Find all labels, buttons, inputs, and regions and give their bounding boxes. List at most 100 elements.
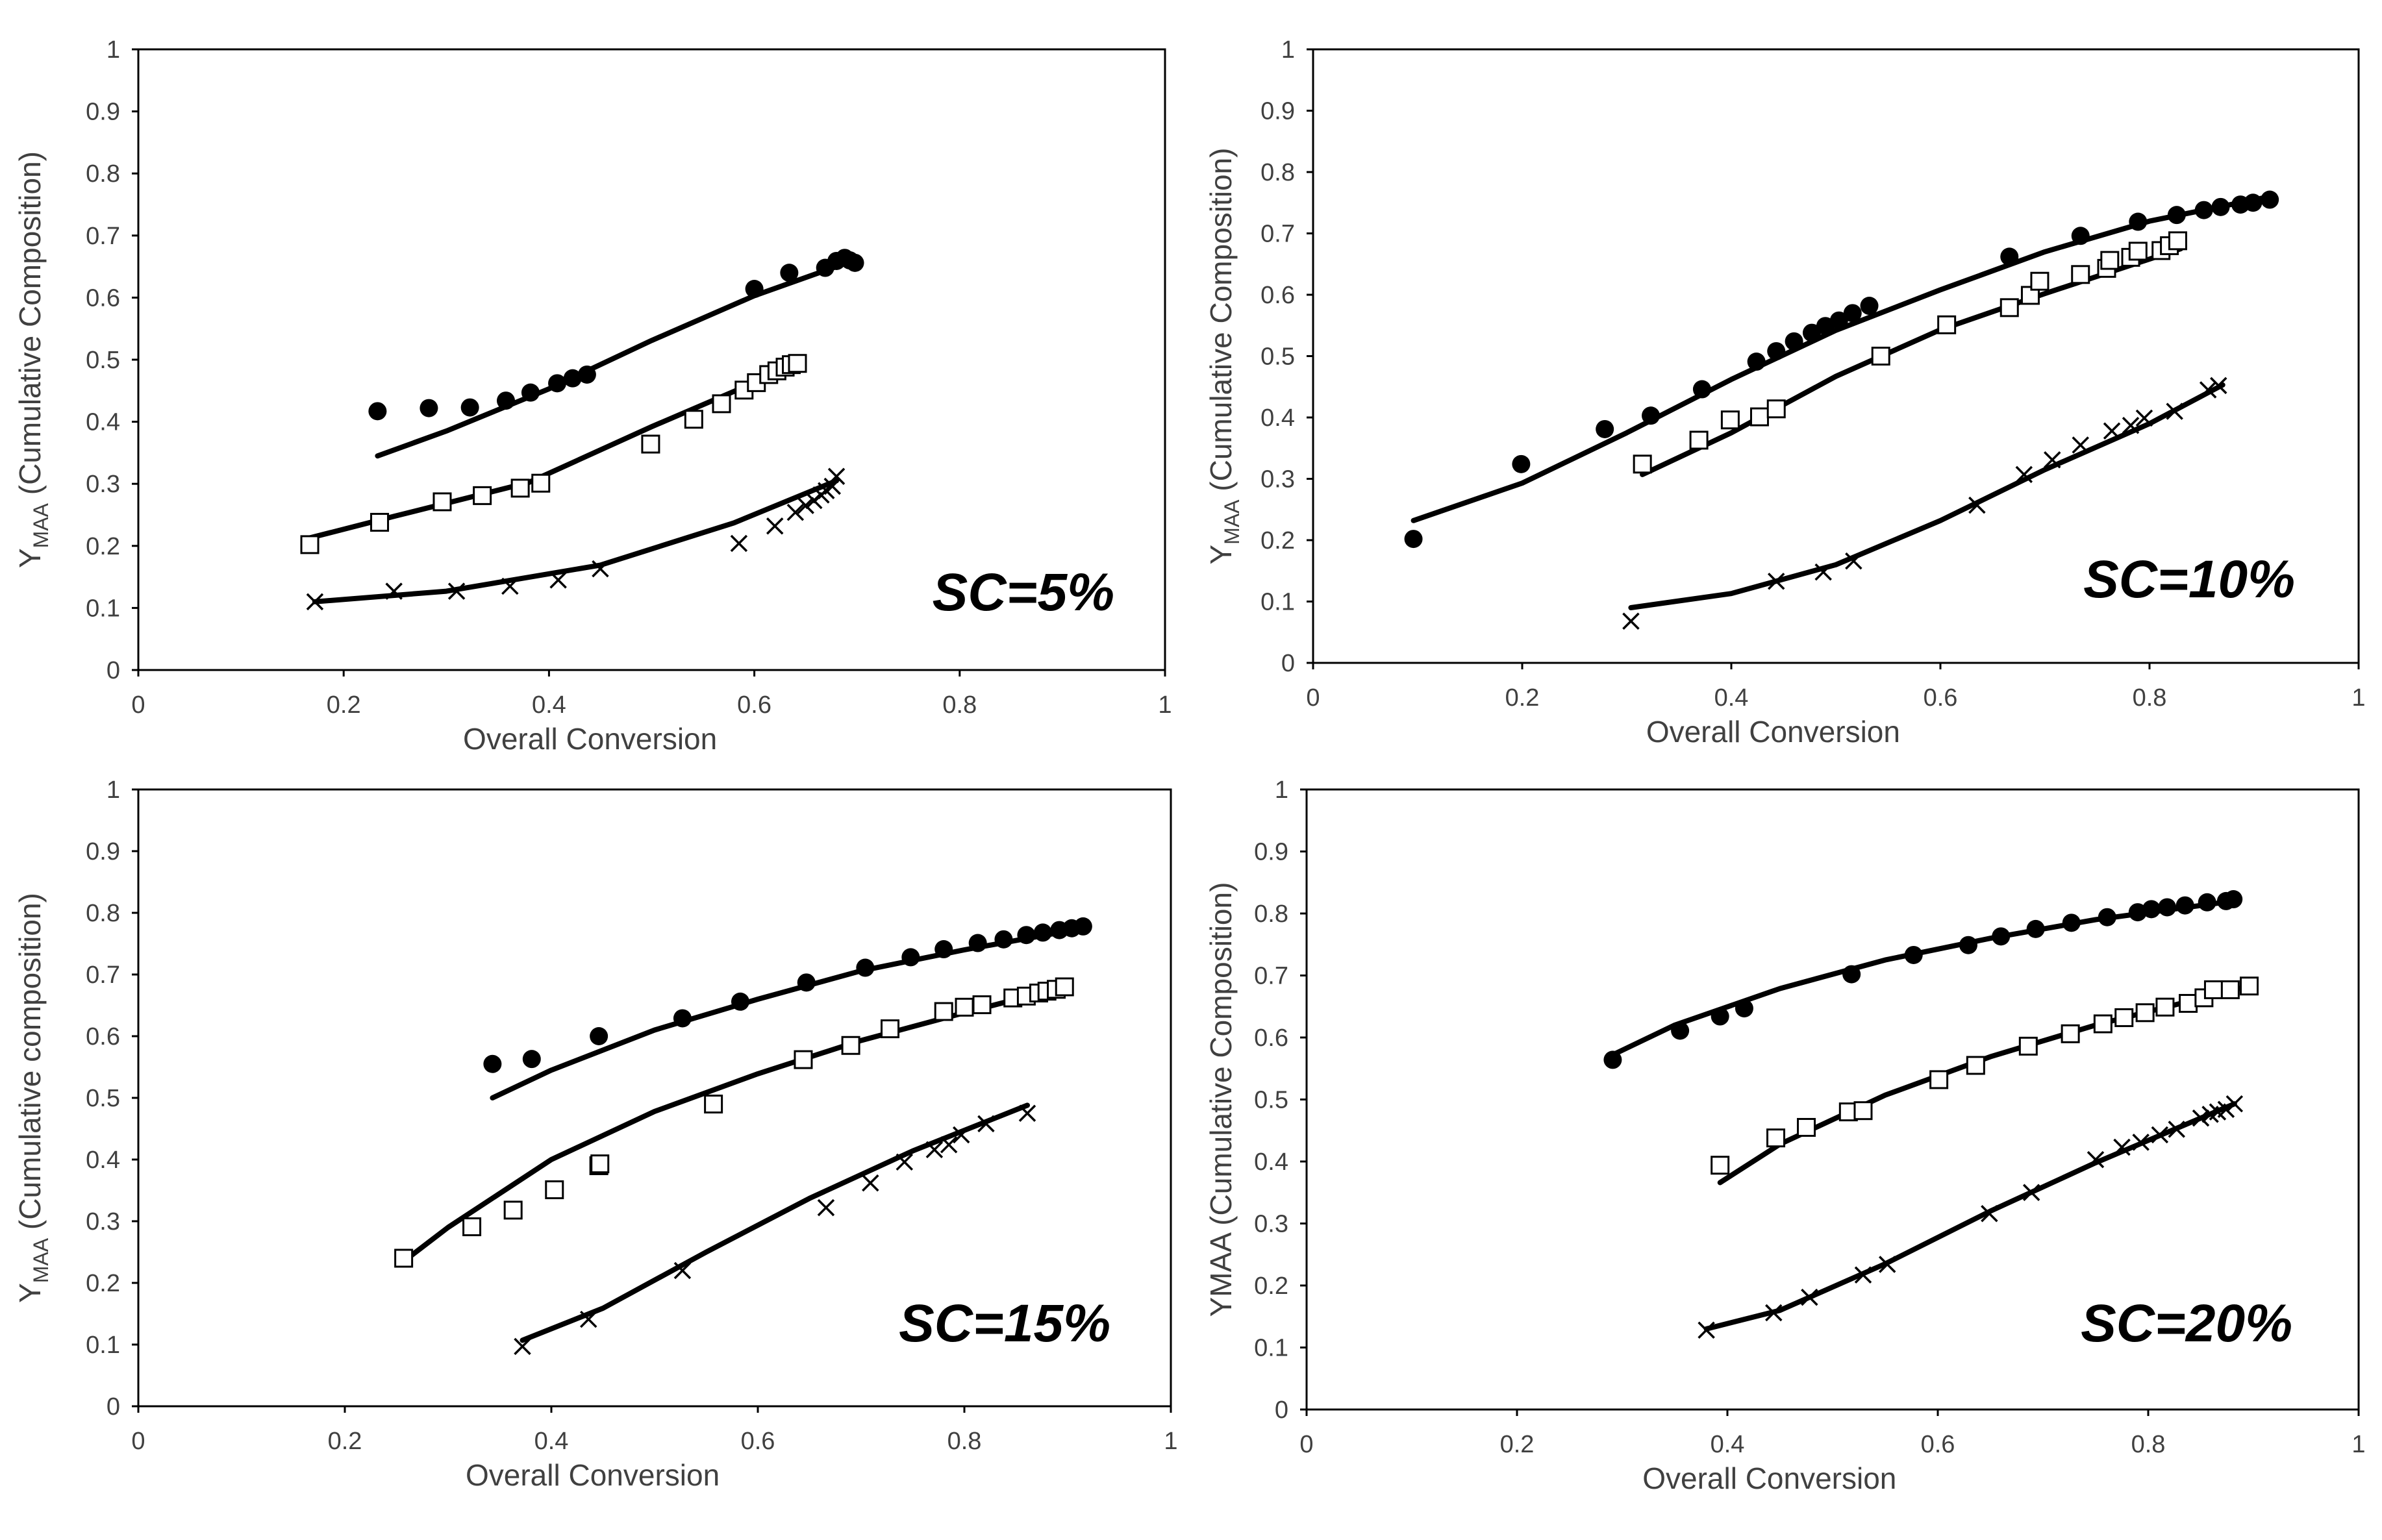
data-point-circle (797, 973, 816, 992)
data-point-square (433, 492, 452, 512)
data-point-cross (2166, 403, 2183, 420)
data-point-circle (2211, 197, 2230, 216)
y-tick-label: 0.1 (1254, 1335, 1288, 1362)
data-point-square (1055, 977, 1074, 997)
model-fit-line-2 (401, 984, 1068, 1264)
data-point-square (300, 535, 320, 554)
data-point-cross (766, 517, 784, 535)
y-tick-label: 0.4 (1260, 404, 1295, 432)
data-point-circle (1992, 927, 2011, 946)
y-tick-label: 0.9 (1254, 839, 1288, 866)
data-point-square (510, 478, 530, 498)
y-tick-label: 0.2 (1260, 527, 1295, 554)
data-point-cross (896, 1153, 914, 1171)
data-point-circle (1785, 332, 1803, 351)
y-tick-label: 0.6 (86, 284, 120, 312)
model-fit-line-1 (1410, 193, 2273, 523)
x-tick-label: 1 (2351, 684, 2365, 712)
data-point-square (1711, 1156, 1730, 1175)
data-point-cross (977, 1115, 995, 1133)
data-point-cross (385, 582, 403, 600)
data-point-square (704, 1095, 723, 1113)
data-point-square (545, 1180, 564, 1200)
data-point-square (2155, 997, 2175, 1017)
y-axis-title: YMAA (Cumulative composition) (13, 893, 53, 1303)
data-point-cross (2132, 1134, 2150, 1151)
x-tick-label: 0.4 (1711, 1431, 1745, 1458)
data-point-square (641, 434, 660, 454)
data-point-circle (2244, 193, 2263, 212)
x-tick-label: 0.6 (1921, 1431, 1955, 1458)
y-axis-title-rest: (Cumulative composition) (13, 893, 47, 1238)
data-point-circle (1512, 454, 1531, 473)
panel-label: SC=10% (2083, 550, 2295, 609)
data-point-circle (590, 1027, 608, 1045)
y-axis-title-subscript: MAA (29, 1237, 53, 1283)
data-point-square (794, 1050, 813, 1069)
y-tick-label: 0.2 (86, 1270, 120, 1297)
data-point-square (1853, 1101, 1873, 1121)
data-point-cross (786, 503, 805, 521)
y-tick-label: 0.8 (1254, 900, 1288, 928)
data-point-cross (1018, 1104, 1036, 1122)
data-point-circle (548, 374, 567, 393)
data-point-cross (306, 593, 324, 611)
data-point-circle (1692, 380, 1711, 399)
panel-label: SC=20% (2081, 1294, 2292, 1353)
y-tick-label: 0.5 (86, 347, 120, 374)
data-point-circle (2224, 890, 2243, 909)
data-point-cross (940, 1136, 958, 1154)
x-tick-label: 0.4 (532, 691, 566, 719)
data-point-square (2220, 980, 2240, 999)
data-point-square (972, 995, 992, 1015)
data-point-cross (549, 571, 567, 589)
data-point-cross (2168, 1121, 2185, 1138)
data-point-square (2240, 976, 2259, 996)
data-point-circle (1735, 999, 1753, 1018)
x-tick-label: 0 (131, 691, 145, 719)
x-tick-label: 0.8 (942, 691, 977, 719)
y-tick-label: 0.4 (1254, 1149, 1288, 1176)
y-tick-label: 0.7 (86, 223, 120, 250)
data-point-cross (862, 1174, 879, 1192)
chart-panel-sc15: 0 0.1 0.2 0.3 0.4 0.5 0.6 0.7 0.8 0.9 1 0 0.2 0.4 0.6 0… (0, 770, 1191, 1540)
data-point-circle (901, 948, 920, 967)
data-point-circle (2129, 212, 2148, 231)
x-tick-label: 0.4 (534, 1428, 569, 1455)
data-point-cross (1854, 1266, 1872, 1284)
data-point-cross (1981, 1204, 1998, 1223)
x-tick-label: 0 (1306, 684, 1320, 712)
data-point-cross (2022, 1184, 2040, 1201)
data-point-square (2100, 251, 2120, 270)
chart-panel-sc10: 0 0.1 0.2 0.3 0.4 0.5 0.6 0.7 0.8 0.9 1 0 0.2 0.4 0.6 0… (1191, 0, 2382, 770)
data-point-square (841, 1036, 860, 1055)
x-axis-title: Overall Conversion (1642, 1461, 1896, 1495)
data-point-circle (2194, 201, 2213, 219)
data-point-square (684, 410, 703, 429)
y-tick-label: 0.5 (1260, 343, 1295, 371)
data-point-cross (2225, 1095, 2244, 1113)
data-point-cross (2192, 1109, 2210, 1127)
data-point-circle (731, 992, 749, 1011)
data-point-circle (496, 391, 515, 410)
data-point-circle (460, 398, 479, 417)
panel-label: SC=15% (899, 1294, 1110, 1353)
data-point-square (503, 1200, 523, 1220)
panel-label: SC=5% (933, 563, 1114, 622)
data-point-cross (2087, 1150, 2105, 1169)
data-point-square (531, 473, 551, 493)
data-point-circle (1904, 945, 1923, 964)
data-point-circle (1017, 926, 1036, 945)
data-point-circle (368, 402, 387, 421)
model-fit-line-1 (490, 925, 1086, 1100)
x-tick-label: 0.8 (947, 1428, 982, 1455)
data-point-circle (1816, 317, 1835, 336)
y-tick-label: 0.1 (86, 595, 120, 622)
data-point-cross (2122, 417, 2140, 434)
data-point-cross (2103, 422, 2121, 440)
data-point-cross (730, 534, 748, 553)
data-point-cross (2217, 1100, 2235, 1119)
data-point-square (1937, 315, 1957, 334)
y-tick-label: 0.5 (86, 1085, 120, 1112)
x-tick-label: 1 (2351, 1431, 2365, 1458)
